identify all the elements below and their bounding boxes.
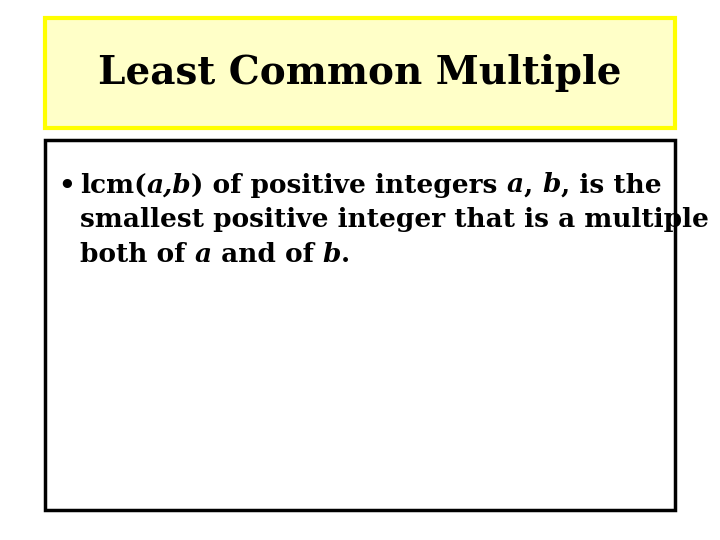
Text: b: b [542,172,561,198]
Text: and of: and of [212,242,323,267]
Text: a: a [194,242,212,267]
Text: lcm(: lcm( [80,172,147,198]
Text: smallest positive integer that is a multiple: smallest positive integer that is a mult… [80,207,709,233]
Text: ,: , [524,172,542,198]
Text: •: • [58,172,75,198]
Bar [45,18,675,128]
Text: a: a [507,172,524,198]
Text: b: b [323,242,341,267]
Text: both of: both of [80,242,194,267]
Text: , is the: , is the [561,172,662,198]
Bar [45,140,675,510]
Text: Least Common Multiple: Least Common Multiple [98,54,622,92]
Text: .: . [341,242,350,267]
Text: ) of positive integers: ) of positive integers [192,172,507,198]
Text: a,b: a,b [147,172,192,198]
